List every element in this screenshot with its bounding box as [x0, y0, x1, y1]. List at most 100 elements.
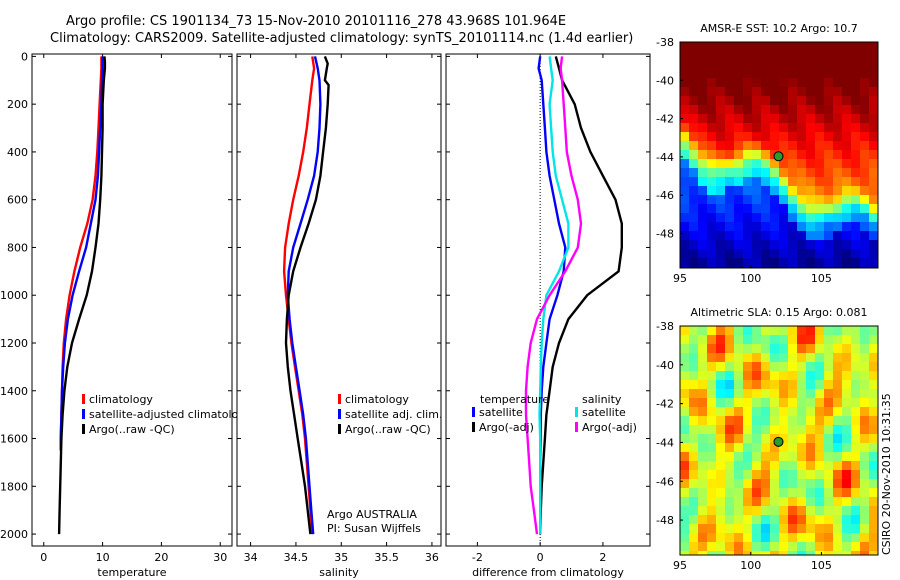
map-cell	[725, 335, 735, 345]
map-cell	[698, 353, 708, 363]
map-cell	[761, 380, 771, 390]
map-cell	[752, 497, 762, 507]
map-cell	[815, 213, 825, 223]
map-cell	[851, 60, 861, 70]
map-cell	[869, 344, 879, 354]
map-cell	[734, 150, 744, 160]
map-cell	[842, 177, 852, 187]
map-cell	[842, 542, 852, 552]
map-cell	[680, 479, 690, 489]
map-cell	[779, 434, 789, 444]
x-tick-label: 2	[599, 551, 606, 564]
map-cell	[788, 132, 798, 142]
map-cell	[860, 42, 870, 52]
map-cell	[806, 249, 816, 259]
map-cell	[725, 353, 735, 363]
map-cell	[761, 416, 771, 426]
map-cell	[743, 461, 753, 471]
map-cell	[824, 524, 834, 534]
map-cell	[842, 398, 852, 408]
map-cell	[716, 452, 726, 462]
map-cell	[761, 123, 771, 133]
map-cell	[770, 497, 780, 507]
map-cell	[788, 497, 798, 507]
map-cell	[788, 479, 798, 489]
map-cell	[851, 470, 861, 480]
map-cell	[725, 150, 735, 160]
map-cell	[743, 353, 753, 363]
map-frame	[679, 325, 879, 556]
map-cell	[698, 362, 708, 372]
map-cell	[734, 204, 744, 214]
map-cell	[689, 51, 699, 61]
map-cell	[752, 51, 762, 61]
map-cell	[761, 231, 771, 241]
map-cell	[770, 488, 780, 498]
map-cell	[716, 326, 726, 336]
map-cell	[680, 470, 690, 480]
map-cell	[689, 353, 699, 363]
map-cell	[707, 168, 717, 178]
map-cell	[815, 389, 825, 399]
map-cell	[743, 497, 753, 507]
map-cell	[806, 353, 816, 363]
map-cell	[860, 60, 870, 70]
map-cell	[815, 258, 825, 268]
map-cell	[779, 186, 789, 196]
map-cell	[824, 213, 834, 223]
map-cell	[689, 186, 699, 196]
map-cell	[761, 240, 771, 250]
map-cell	[851, 443, 861, 453]
map-cell	[860, 506, 870, 516]
map-cell	[806, 551, 816, 556]
map-cell	[860, 515, 870, 525]
map-cell	[779, 506, 789, 516]
map-cell	[869, 186, 879, 196]
map-cell	[698, 524, 708, 534]
map-cell	[761, 398, 771, 408]
map-cell	[716, 407, 726, 417]
map-cell	[824, 434, 834, 444]
map-cell	[761, 407, 771, 417]
map-cell	[725, 114, 735, 124]
map-cell	[860, 78, 870, 88]
map-cell	[815, 425, 825, 435]
map-cell	[707, 114, 717, 124]
legend-entry-swatch	[472, 407, 475, 417]
map-cell	[725, 452, 735, 462]
map-cell	[743, 506, 753, 516]
series-satellite	[286, 56, 322, 535]
map-cell	[788, 60, 798, 70]
title-line-1: Argo profile: CS 1901134_73 15-Nov-2010 …	[66, 14, 566, 29]
map-cell	[833, 515, 843, 525]
map-cell	[833, 60, 843, 70]
map-cell	[698, 443, 708, 453]
map-cell	[752, 506, 762, 516]
map-cell	[833, 231, 843, 241]
map-cell	[797, 141, 807, 151]
map-cell	[833, 195, 843, 205]
map-cell	[770, 249, 780, 259]
map-cell	[779, 335, 789, 345]
map-cell	[806, 452, 816, 462]
map-cell	[752, 123, 762, 133]
map-cell	[761, 87, 771, 97]
map-cell	[743, 78, 753, 88]
map-cell	[851, 177, 861, 187]
map-cell	[860, 258, 870, 268]
map-cell	[707, 344, 717, 354]
y-tick-label: -44	[656, 436, 674, 449]
map-cell	[824, 123, 834, 133]
map-cell	[689, 114, 699, 124]
map-cell	[869, 249, 879, 259]
map-cell	[842, 443, 852, 453]
map-cell	[698, 461, 708, 471]
x-tick-label: 100	[740, 559, 761, 572]
map-cell	[788, 51, 798, 61]
map-cell	[860, 150, 870, 160]
map-cell	[779, 51, 789, 61]
map-cell	[743, 168, 753, 178]
map-cell	[770, 533, 780, 543]
map-cell	[734, 416, 744, 426]
map-cell	[770, 470, 780, 480]
